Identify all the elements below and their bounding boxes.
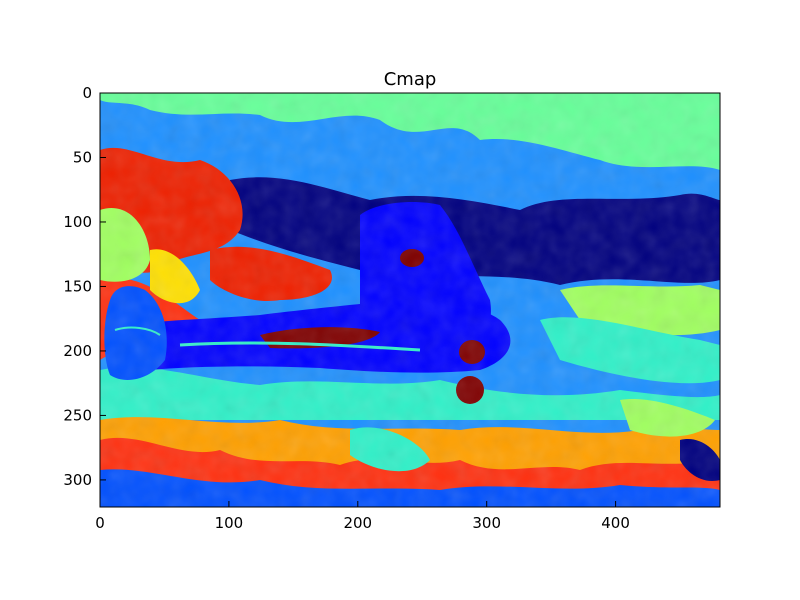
y-tick-label: 300 [63, 471, 92, 489]
x-tick-label: 0 [95, 514, 105, 532]
y-tick-label: 250 [63, 406, 92, 424]
x-tick-label: 400 [601, 514, 630, 532]
x-axis: 0 100 200 300 400 [95, 501, 630, 532]
y-tick-label: 0 [82, 84, 92, 102]
x-tick-label: 100 [215, 514, 244, 532]
image-area [100, 93, 720, 507]
plot-title: Cmap [384, 69, 437, 90]
y-tick-label: 150 [63, 277, 92, 295]
y-axis: 0 50 100 150 200 250 300 [63, 84, 106, 489]
y-tick-label: 100 [63, 213, 92, 231]
y-tick-label: 200 [63, 342, 92, 360]
plot-frame [99, 92, 721, 508]
x-tick-label: 300 [472, 514, 501, 532]
y-tick-label: 50 [73, 148, 92, 166]
x-tick-label: 200 [343, 514, 372, 532]
